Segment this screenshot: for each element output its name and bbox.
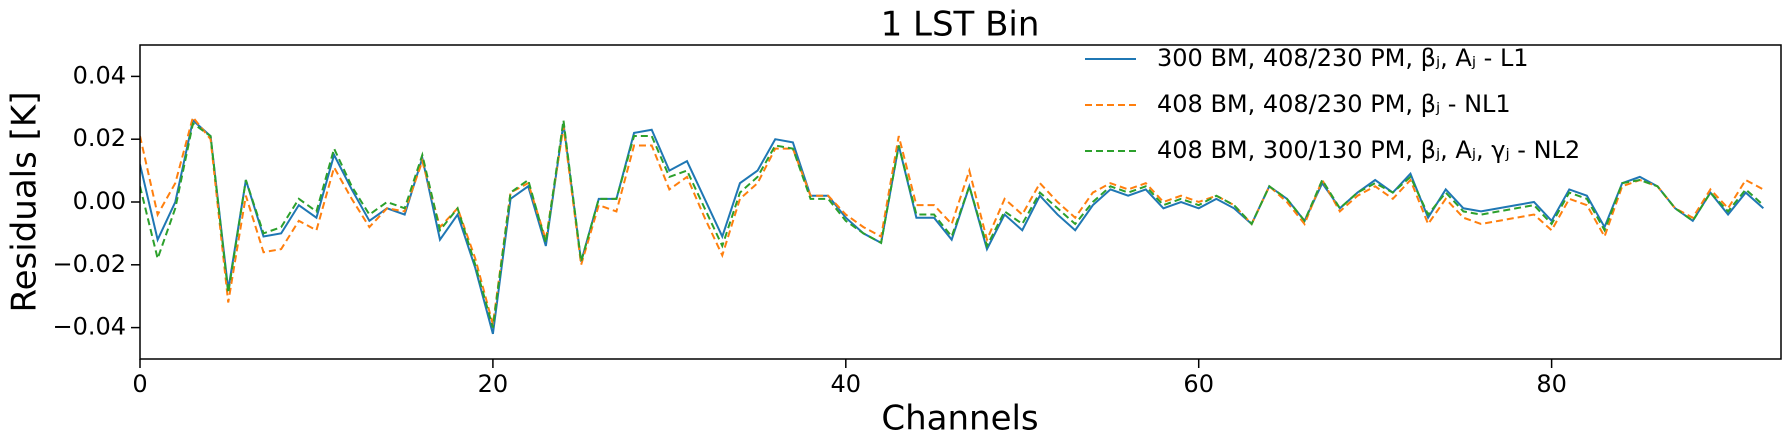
legend-label: 408 BM, 300/130 PM, βⱼ, Aⱼ, γⱼ - NL2 — [1157, 136, 1580, 164]
x-tick-label: 20 — [478, 370, 509, 398]
x-axis-label: Channels — [881, 399, 1038, 439]
y-tick-label: −0.02 — [52, 250, 126, 278]
y-tick-label: −0.04 — [52, 313, 126, 341]
plot-frame — [139, 44, 1782, 360]
series-line — [140, 120, 1765, 328]
legend-label: 408 BM, 408/230 PM, βⱼ - NL1 — [1157, 90, 1511, 118]
series-line — [140, 118, 1765, 335]
legend-label: 300 BM, 408/230 PM, βⱼ, Aⱼ - L1 — [1157, 44, 1529, 72]
y-tick-label: 0.02 — [73, 124, 126, 152]
x-tick-label: 0 — [132, 370, 147, 398]
y-axis-label: Residuals [K] — [5, 92, 45, 313]
x-tick-label: 40 — [831, 370, 862, 398]
y-tick-label: 0.04 — [73, 61, 126, 89]
y-tick-label: 0.00 — [73, 187, 126, 215]
x-tick-label: 80 — [1536, 370, 1567, 398]
x-tick-label: 60 — [1183, 370, 1214, 398]
chart-title: 1 LST Bin — [881, 5, 1040, 45]
